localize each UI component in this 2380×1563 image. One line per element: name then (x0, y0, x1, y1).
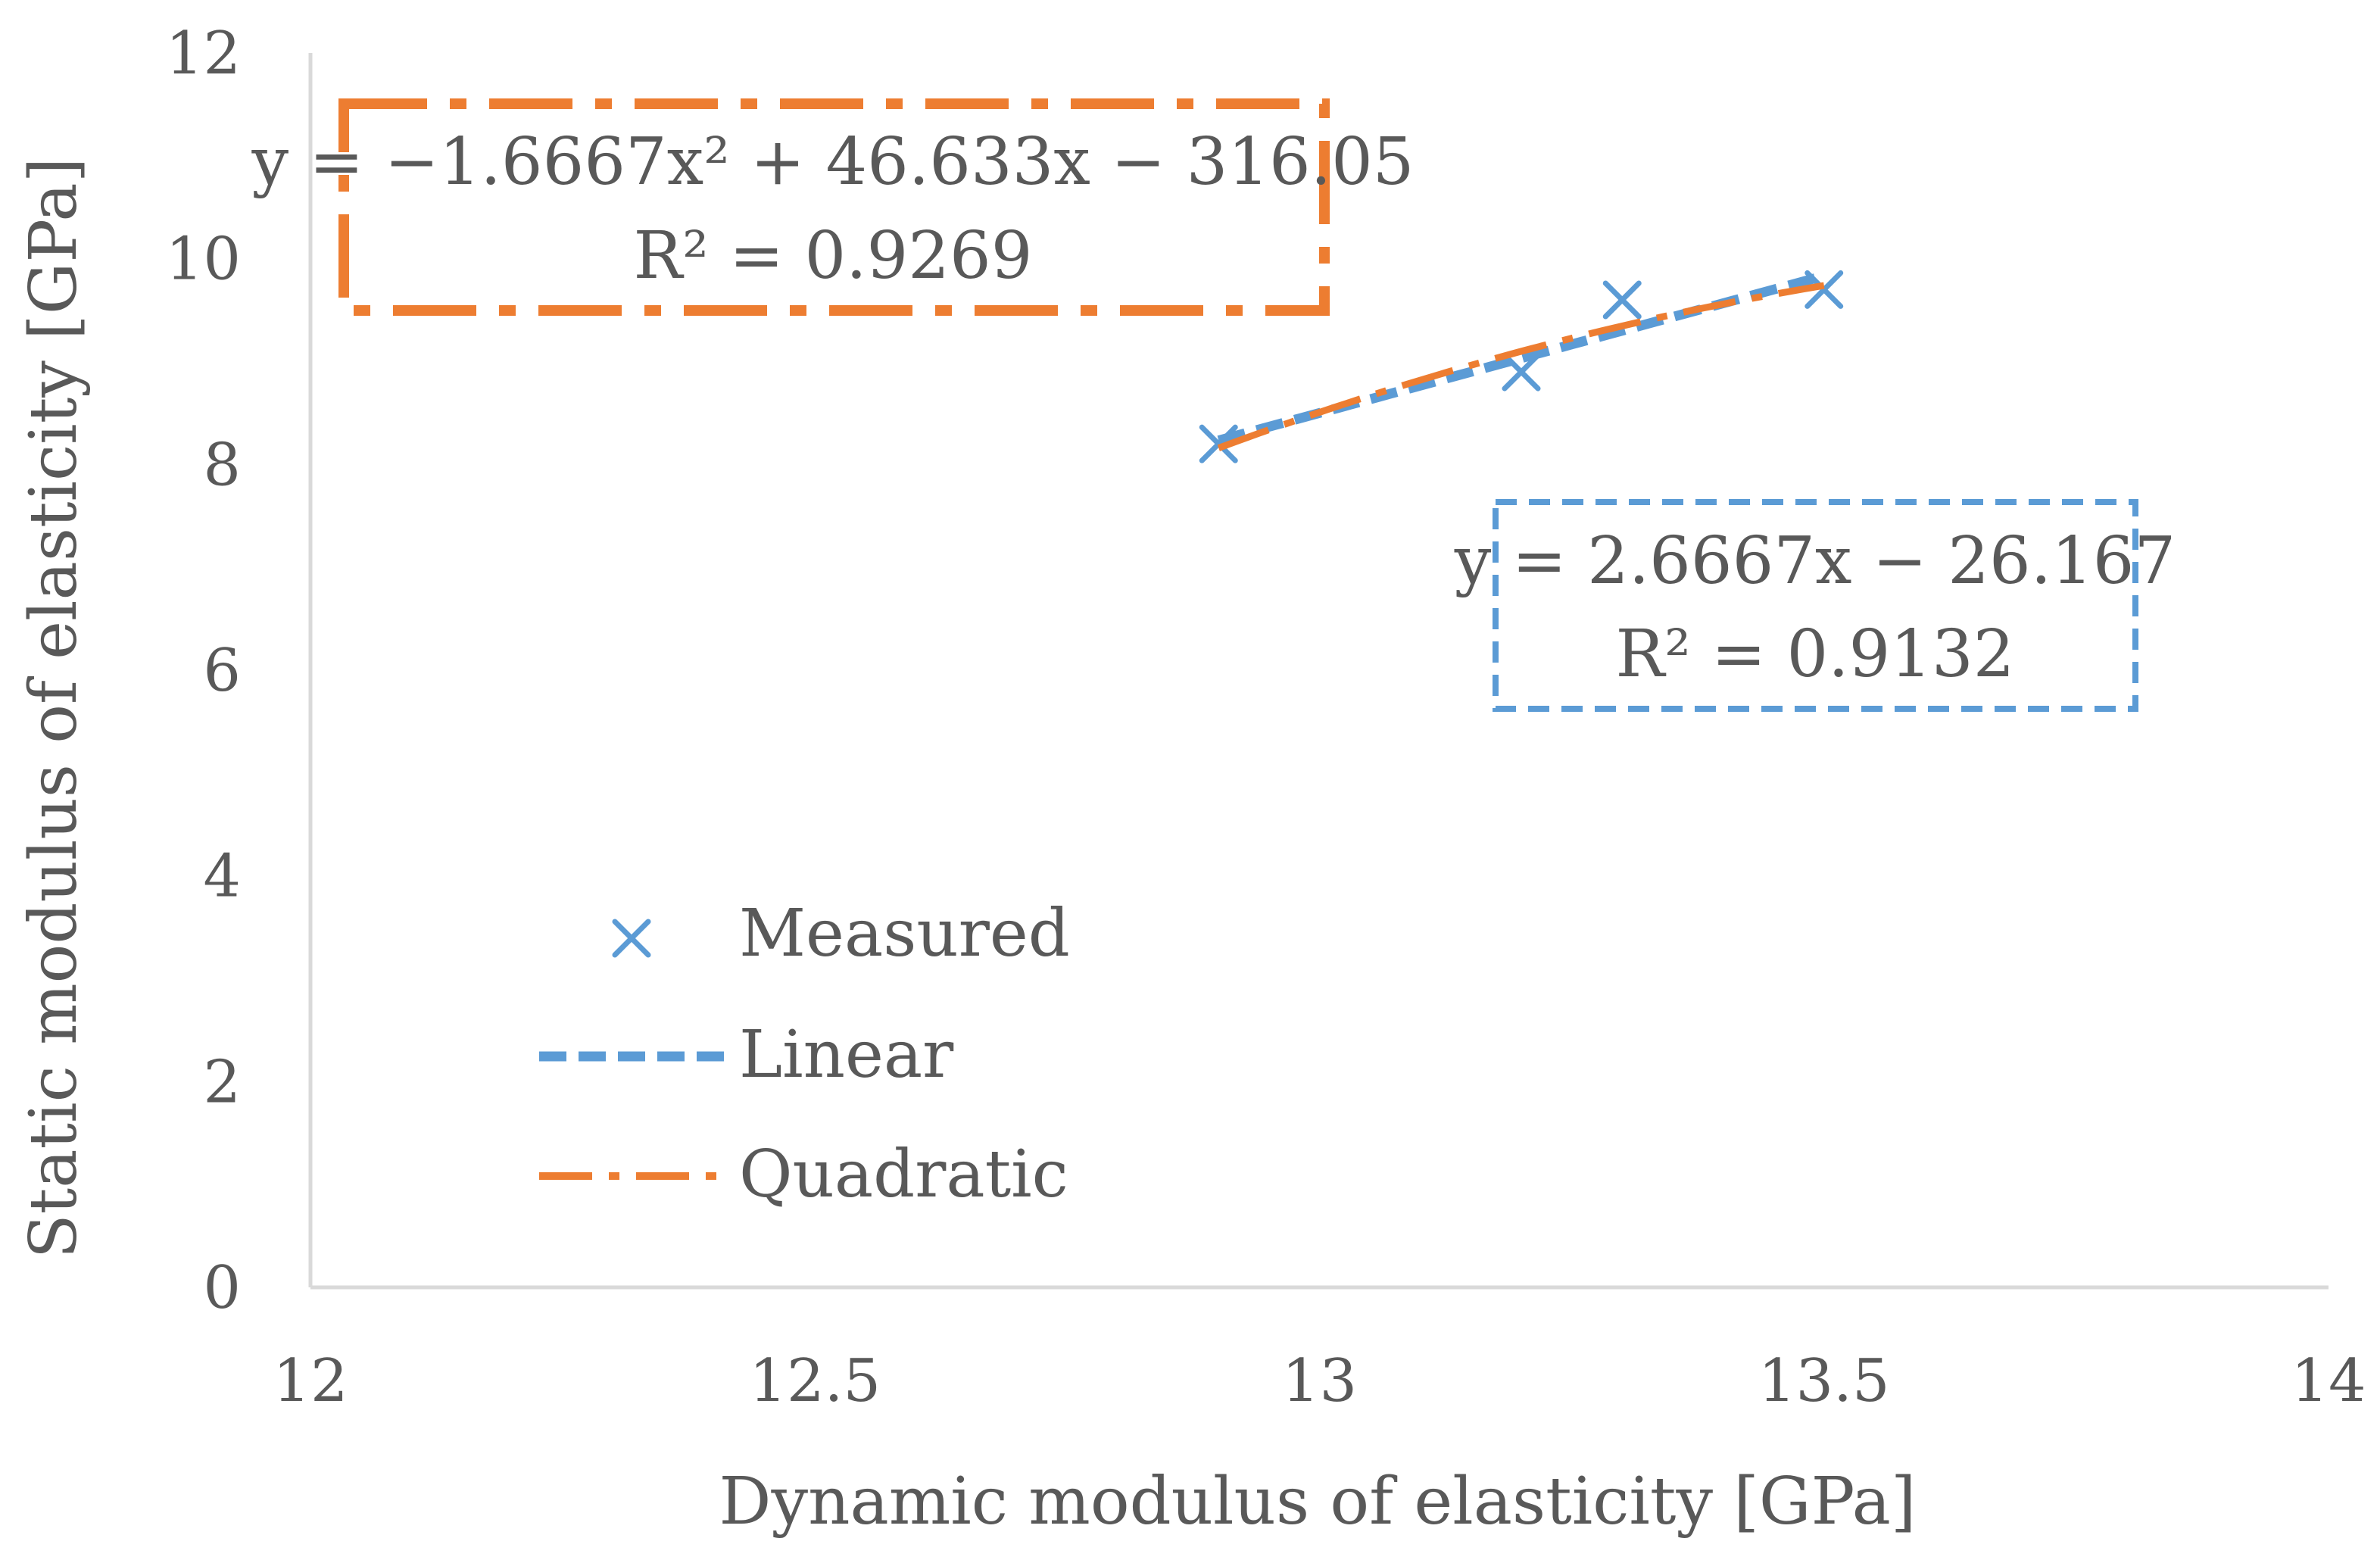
legend-item-linear: Linear (539, 1017, 954, 1093)
linear-equation-text: y = 2.6667x − 26.167 (1454, 523, 2176, 599)
y-axis-title: Static modulus of elasticity [GPa] (16, 158, 92, 1259)
x-axis-title: Dynamic modulus of elasticity [GPa] (719, 1464, 1917, 1540)
legend: Measured Linear Quadratic (539, 896, 1070, 1212)
legend-label-linear: Linear (739, 1017, 954, 1093)
quadratic-trendline (1217, 282, 1825, 451)
y-tick-label: 0 (203, 1254, 241, 1322)
data-point-measured (1602, 280, 1642, 320)
y-tick-label: 8 (203, 431, 241, 499)
legend-item-measured: Measured (612, 896, 1070, 972)
y-tick-label: 2 (203, 1048, 241, 1116)
x-tick-label: 12 (273, 1347, 348, 1415)
legend-label-measured: Measured (739, 896, 1070, 972)
x-tick-label: 12.5 (749, 1347, 881, 1415)
plot-area (1199, 270, 1844, 463)
legend-label-quadratic: Quadratic (739, 1137, 1068, 1212)
x-tick-labels: 12 12.5 13 13.5 14 (273, 1347, 2366, 1415)
quadratic-equation-text: y = −1.6667x² + 46.633x − 316.05 (251, 124, 1414, 200)
y-tick-label: 4 (203, 843, 241, 911)
linear-r-squared-text: R² = 0.9132 (1616, 616, 2015, 692)
y-tick-labels: 0 2 4 6 8 10 12 (166, 20, 241, 1322)
linear-equation-box: y = 2.6667x − 26.167 R² = 0.9132 (1454, 499, 2176, 712)
y-tick-label: 10 (166, 226, 241, 294)
x-tick-label: 14 (2291, 1347, 2366, 1415)
y-tick-label: 12 (166, 20, 241, 88)
x-tick-label: 13.5 (1758, 1347, 1890, 1415)
legend-marker-x-icon (612, 919, 651, 958)
axes (308, 53, 2329, 1290)
y-tick-label: 6 (203, 637, 241, 705)
quadratic-r-squared-text: R² = 0.9269 (634, 218, 1033, 294)
x-tick-label: 13 (1282, 1347, 1357, 1415)
quadratic-equation-frame (338, 98, 1330, 316)
legend-item-quadratic: Quadratic (539, 1137, 1068, 1212)
linear-equation-frame (1493, 499, 2138, 712)
quadratic-equation-box: y = −1.6667x² + 46.633x − 316.05 R² = 0.… (251, 98, 1415, 316)
